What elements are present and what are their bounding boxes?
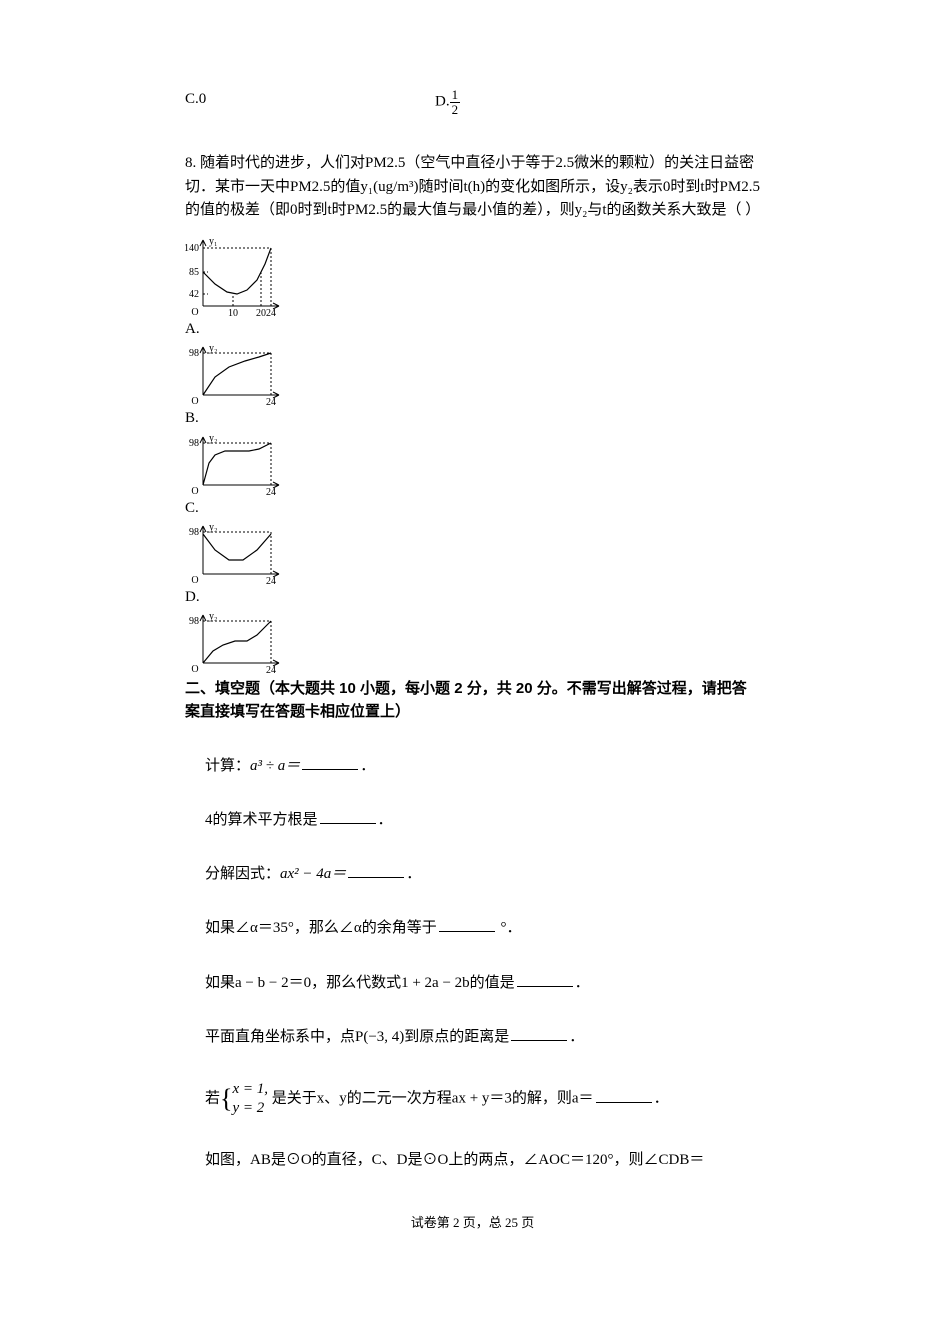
- svg-text:y₁: y₁: [209, 236, 218, 247]
- svg-text:140: 140: [185, 243, 199, 254]
- section2-heading: 二、填空题（本大题共 10 小题，每小题 2 分，共 20 分。不需写出解答过程…: [185, 677, 760, 724]
- svg-text:y₂: y₂: [209, 433, 218, 444]
- fill-q2-blank: [320, 808, 376, 824]
- fill-q3-suffix: ．: [406, 866, 421, 882]
- fill-q4-text: 如果∠α＝35°，那么∠α的余角等于: [205, 920, 437, 936]
- svg-text:24: 24: [266, 397, 276, 405]
- svg-text:O: O: [191, 396, 198, 405]
- q8-choice-a-label: A.: [185, 318, 760, 341]
- q8-choice-c-svg: Oy₂t9824: [185, 522, 281, 584]
- fill-q6-text: 平面直角坐标系中，点P(−3, 4)到原点的距离是: [205, 1029, 509, 1045]
- fill-q4: 如果∠α＝35°，那么∠α的余角等于 °．: [205, 916, 760, 940]
- fill-q6: 平面直角坐标系中，点P(−3, 4)到原点的距离是 ．: [205, 1025, 760, 1049]
- svg-text:98: 98: [189, 348, 199, 359]
- exam-page: C.0 D.12 8. 随着时代的进步，人们对PM2.5（空气中直径小于等于2.…: [0, 0, 945, 1337]
- fill-q3-prefix: 分解因式：: [205, 866, 280, 882]
- fill-q4-suffix: °．: [497, 920, 522, 936]
- q8-main-chart-svg: Oy₁t4285140102024: [185, 236, 281, 316]
- q7-options-row: C.0 D.12: [185, 88, 760, 116]
- q8-choice-c-chart: Oy₂t9824 D.: [185, 522, 760, 609]
- svg-text:24: 24: [266, 308, 276, 316]
- fill-q1-prefix: 计算：: [205, 758, 250, 774]
- fill-q1-expr: a³ ÷ a＝: [250, 758, 300, 774]
- q8-choice-d-svg: Oy₂t9824: [185, 611, 281, 673]
- q7-option-c: C.0: [185, 88, 435, 116]
- svg-text:10: 10: [228, 308, 238, 316]
- svg-text:24: 24: [266, 665, 276, 673]
- q8-choice-a-chart: Oy₂t9824 B.: [185, 343, 760, 430]
- q8-stem: 8. 随着时代的进步，人们对PM2.5（空气中直径小于等于2.5微米的颗粒）的关…: [185, 152, 760, 222]
- q8-stem-text: 8. 随着时代的进步，人们对PM2.5（空气中直径小于等于2.5微米的颗粒）的关…: [185, 155, 760, 218]
- svg-text:98: 98: [189, 616, 199, 627]
- q8-choice-b-svg: Oy₂t9824: [185, 433, 281, 495]
- svg-text:O: O: [191, 307, 198, 316]
- q8-choice-d-label: D.: [185, 586, 760, 609]
- page-footer: 试卷第 2 页，总 25 页: [185, 1213, 760, 1233]
- fill-q6-suffix: ．: [569, 1029, 584, 1045]
- q8-choice-a-svg: Oy₂t9824: [185, 343, 281, 405]
- q8-choice-b-chart: Oy₂t9824 C.: [185, 433, 760, 520]
- fill-q1: 计算：a³ ÷ a＝ ．: [205, 754, 760, 778]
- q8-main-chart: Oy₁t4285140102024 A.: [185, 236, 760, 341]
- svg-text:O: O: [191, 486, 198, 495]
- svg-text:y₂: y₂: [209, 522, 218, 533]
- svg-text:y₂: y₂: [209, 343, 218, 354]
- fill-q3-expr: ax² − 4a＝: [280, 866, 346, 882]
- svg-text:y₂: y₂: [209, 611, 218, 622]
- svg-text:24: 24: [266, 576, 276, 584]
- q7-option-c-text: C.0: [185, 91, 206, 107]
- fill-q7: 若{x = 1,y = 2 是关于x、y的二元一次方程ax + y＝3的解，则a…: [205, 1079, 760, 1119]
- q8-choice-b-label: B.: [185, 407, 760, 430]
- svg-text:O: O: [191, 664, 198, 673]
- svg-text:20: 20: [256, 308, 266, 316]
- svg-text:85: 85: [189, 267, 199, 278]
- svg-text:O: O: [191, 575, 198, 584]
- fill-q8: 如图，AB是⊙O的直径，C、D是⊙O上的两点，∠AOC＝120°，则∠CDB＝: [205, 1149, 760, 1172]
- fill-q4-blank: [439, 916, 495, 932]
- q7-option-d-fraction: 12: [450, 88, 461, 116]
- fill-q5: 如果a − b − 2＝0，那么代数式1 + 2a − 2b的值是 ．: [205, 971, 760, 995]
- fill-q3: 分解因式：ax² − 4a＝ ．: [205, 862, 760, 886]
- fill-q5-suffix: ．: [575, 975, 590, 991]
- q8-choice-d-chart: Oy₂t9824: [185, 611, 760, 673]
- fill-q2-suffix: ．: [378, 812, 393, 828]
- fill-q5-text: 如果a − b − 2＝0，那么代数式1 + 2a − 2b的值是: [205, 975, 515, 991]
- fill-q1-blank: [302, 754, 358, 770]
- fill-q7-mid: 是关于x、y的二元一次方程ax + y＝3的解，则a＝: [268, 1091, 594, 1107]
- svg-text:42: 42: [189, 289, 199, 300]
- fill-q7-prefix: 若: [205, 1091, 220, 1107]
- fill-q7-cases: {x = 1,y = 2: [220, 1079, 268, 1119]
- q7-option-d-prefix: D.: [435, 94, 450, 110]
- fill-q1-suffix: ．: [360, 758, 375, 774]
- left-brace-icon: {: [220, 1084, 232, 1113]
- fill-q2-text: 4的算术平方根是: [205, 812, 318, 828]
- q7-option-d: D.12: [435, 88, 460, 116]
- fill-q7-blank: [596, 1087, 652, 1103]
- fill-q8-text: 如图，AB是⊙O的直径，C、D是⊙O上的两点，∠AOC＝120°，则∠CDB＝: [205, 1152, 704, 1168]
- q8-choice-c-label: C.: [185, 497, 760, 520]
- fill-q2: 4的算术平方根是 ．: [205, 808, 760, 832]
- fill-q6-blank: [511, 1025, 567, 1041]
- svg-text:98: 98: [189, 438, 199, 449]
- svg-text:98: 98: [189, 527, 199, 538]
- fill-q5-blank: [517, 971, 573, 987]
- fill-q3-blank: [348, 862, 404, 878]
- svg-text:24: 24: [266, 487, 276, 495]
- fill-q7-suffix: ．: [654, 1091, 669, 1107]
